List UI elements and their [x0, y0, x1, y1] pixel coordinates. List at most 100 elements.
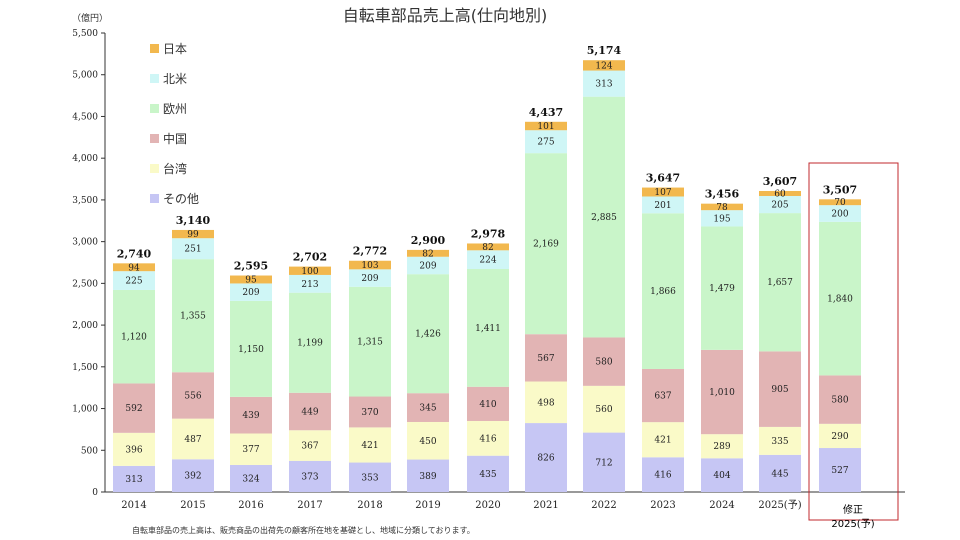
bar-segment — [525, 153, 567, 335]
bar-segment — [289, 460, 331, 492]
y-tick-label: 1,500 — [72, 363, 98, 373]
bar-segment — [230, 396, 272, 434]
segment-value-label: 826 — [537, 454, 554, 464]
segment-value-label: 389 — [419, 472, 436, 482]
segment-value-label: 213 — [301, 280, 318, 290]
segment-value-label: 421 — [361, 441, 378, 451]
bar-total-label: 3,140 — [176, 214, 211, 227]
bar-segment — [349, 396, 391, 428]
segment-value-label: 1,010 — [709, 388, 735, 398]
segment-value-label: 224 — [479, 256, 496, 266]
y-tick-label: 2,500 — [72, 279, 98, 289]
y-tick-label: 4,000 — [72, 154, 98, 164]
segment-value-label: 410 — [479, 400, 496, 410]
bar-segment — [467, 420, 509, 456]
segment-value-label: 1,355 — [180, 312, 206, 322]
legend-swatch — [150, 194, 159, 203]
segment-value-label: 289 — [713, 442, 730, 452]
segment-value-label: 209 — [361, 274, 378, 284]
bar-total-label: 2,595 — [234, 260, 268, 273]
bar-segment — [289, 430, 331, 461]
bar-total-label: 2,900 — [411, 234, 446, 247]
bar-total-label: 3,607 — [763, 175, 797, 188]
segment-value-label: 1,411 — [475, 324, 501, 334]
bar-segment — [583, 70, 625, 97]
bar-segment — [467, 250, 509, 270]
segment-value-label: 335 — [771, 437, 788, 447]
segment-value-label: 567 — [537, 354, 554, 364]
bar-total-label: 2,702 — [293, 251, 327, 264]
correction-year-label: 2025(予) — [831, 518, 874, 530]
bar-segment — [701, 210, 743, 227]
bar-segment — [467, 269, 509, 387]
bar-segment — [525, 121, 567, 131]
footnote: 自転車部品の売上高は、販売商品の出荷先の顧客所在地を基礎とし、地域に分類しており… — [132, 525, 475, 535]
bar-segment — [230, 275, 272, 284]
segment-value-label: 1,866 — [650, 287, 676, 297]
bar-segment — [113, 271, 155, 290]
bar-segment — [642, 457, 684, 492]
segment-value-label: 99 — [187, 230, 199, 240]
segment-value-label: 275 — [537, 138, 554, 148]
bar-segment — [289, 392, 331, 431]
bar-segment — [819, 205, 861, 222]
bar-total-label: 3,647 — [646, 172, 680, 185]
bar-segment — [467, 455, 509, 492]
bar-segment — [701, 203, 743, 211]
bar-segment — [407, 421, 449, 460]
segment-value-label: 205 — [771, 201, 788, 211]
segment-value-label: 82 — [482, 243, 493, 253]
segment-value-label: 195 — [713, 214, 730, 224]
segment-value-label: 82 — [422, 249, 433, 259]
segment-value-label: 1,120 — [121, 333, 147, 343]
bar-segment — [172, 372, 214, 419]
bar-segment — [230, 433, 272, 465]
segment-value-label: 94 — [128, 263, 140, 273]
bar-segment — [759, 426, 801, 455]
bar-segment — [289, 274, 331, 293]
segment-value-label: 580 — [831, 396, 848, 406]
segment-value-label: 450 — [419, 437, 436, 447]
segment-value-label: 404 — [713, 471, 730, 481]
bar-segment — [113, 383, 155, 433]
bar-segment — [349, 260, 391, 270]
legend-label: 中国 — [163, 131, 187, 146]
bar-total-label: 3,507 — [823, 183, 857, 196]
segment-value-label: 416 — [654, 471, 671, 481]
x-tick-label: 2024 — [709, 500, 734, 511]
bar-segment — [349, 462, 391, 492]
y-tick-label: 5,000 — [72, 71, 98, 81]
segment-value-label: 209 — [242, 288, 259, 298]
segment-value-label: 905 — [771, 385, 788, 395]
bar-segment — [113, 465, 155, 492]
x-tick-label: 2023 — [650, 500, 675, 511]
correction-highlight-box — [808, 162, 899, 521]
bar-segment — [230, 283, 272, 301]
bar-segment — [230, 464, 272, 492]
bar-segment — [407, 256, 449, 275]
bar-segment — [113, 432, 155, 466]
bar-segment — [407, 249, 449, 257]
segment-value-label: 439 — [242, 411, 259, 421]
segment-value-label: 103 — [361, 261, 378, 271]
y-tick-label: 4,500 — [72, 112, 98, 122]
segment-value-label: 345 — [419, 404, 436, 414]
bar-segment — [701, 349, 743, 435]
legend-swatch — [150, 134, 159, 143]
bar-segment — [407, 393, 449, 422]
bar-segment — [819, 375, 861, 424]
bar-total-label: 2,978 — [471, 227, 506, 240]
segment-value-label: 290 — [831, 432, 848, 442]
x-tick-label: 2020 — [475, 500, 500, 511]
x-tick-label: 2014 — [121, 500, 146, 511]
correction-label: 修正 — [843, 503, 863, 516]
segment-value-label: 324 — [242, 474, 259, 484]
bar-segment — [525, 334, 567, 382]
y-tick-label: 3,500 — [72, 196, 98, 206]
bar-total-label: 2,740 — [117, 247, 152, 260]
segment-value-label: 370 — [361, 408, 378, 418]
bar-segment — [642, 368, 684, 423]
bar-segment — [642, 213, 684, 369]
segment-value-label: 377 — [242, 445, 259, 455]
legend-swatch — [150, 74, 159, 83]
